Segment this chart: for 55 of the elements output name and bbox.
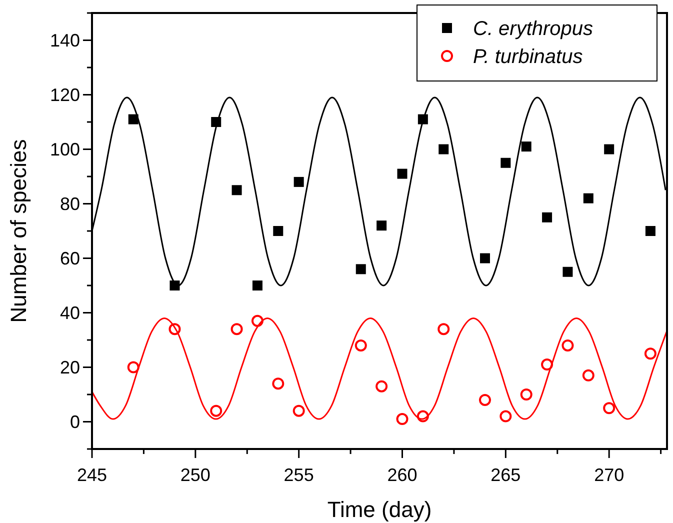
point (438, 323, 450, 336)
x-tick-label: 250 (180, 465, 210, 485)
point (376, 220, 387, 231)
point (480, 253, 490, 264)
point (478, 394, 491, 406)
point (583, 193, 594, 204)
point (251, 314, 264, 327)
point (562, 266, 573, 277)
x-tick-label: 255 (284, 465, 314, 485)
point (438, 144, 449, 154)
point (128, 114, 138, 124)
point (500, 410, 512, 422)
x-tick-label: 260 (387, 465, 418, 485)
point (582, 369, 594, 382)
point (354, 339, 367, 352)
point (604, 144, 614, 154)
x-tick-label: 270 (594, 465, 624, 485)
point (252, 280, 262, 290)
x-tick-label: 265 (490, 465, 521, 485)
point (272, 378, 284, 390)
point (397, 168, 408, 179)
y-tick-label: 140 (50, 30, 80, 50)
point (541, 358, 554, 371)
point (292, 404, 305, 417)
point (232, 185, 242, 196)
y-tick-label: 120 (50, 84, 80, 105)
y-tick-label: 40 (60, 302, 80, 323)
y-tick-label: 0 (70, 412, 80, 432)
point (396, 413, 408, 426)
point (356, 264, 366, 274)
point (562, 339, 574, 352)
x-tick-label: 245 (76, 465, 108, 485)
y-axis-title: Number of species (6, 139, 31, 323)
point (645, 226, 656, 236)
point (168, 323, 181, 336)
y-tick-label: 80 (60, 194, 80, 214)
point (603, 402, 616, 414)
point (210, 404, 222, 417)
point (376, 380, 388, 392)
point (416, 410, 429, 422)
point (520, 388, 532, 400)
point (230, 323, 243, 336)
point (294, 176, 304, 187)
point (542, 212, 552, 222)
legend-label: C. erythropus (473, 18, 594, 40)
point (521, 142, 532, 152)
point (500, 158, 511, 168)
legend-label: P. turbinatus (473, 46, 583, 68)
x-axis-title: Time (day) (327, 497, 432, 522)
y-tick-label: 60 (60, 248, 80, 268)
point (644, 348, 656, 360)
point (127, 361, 140, 374)
point (273, 226, 284, 236)
y-tick-label: 100 (50, 139, 80, 160)
y-tick-label: 20 (60, 357, 80, 378)
